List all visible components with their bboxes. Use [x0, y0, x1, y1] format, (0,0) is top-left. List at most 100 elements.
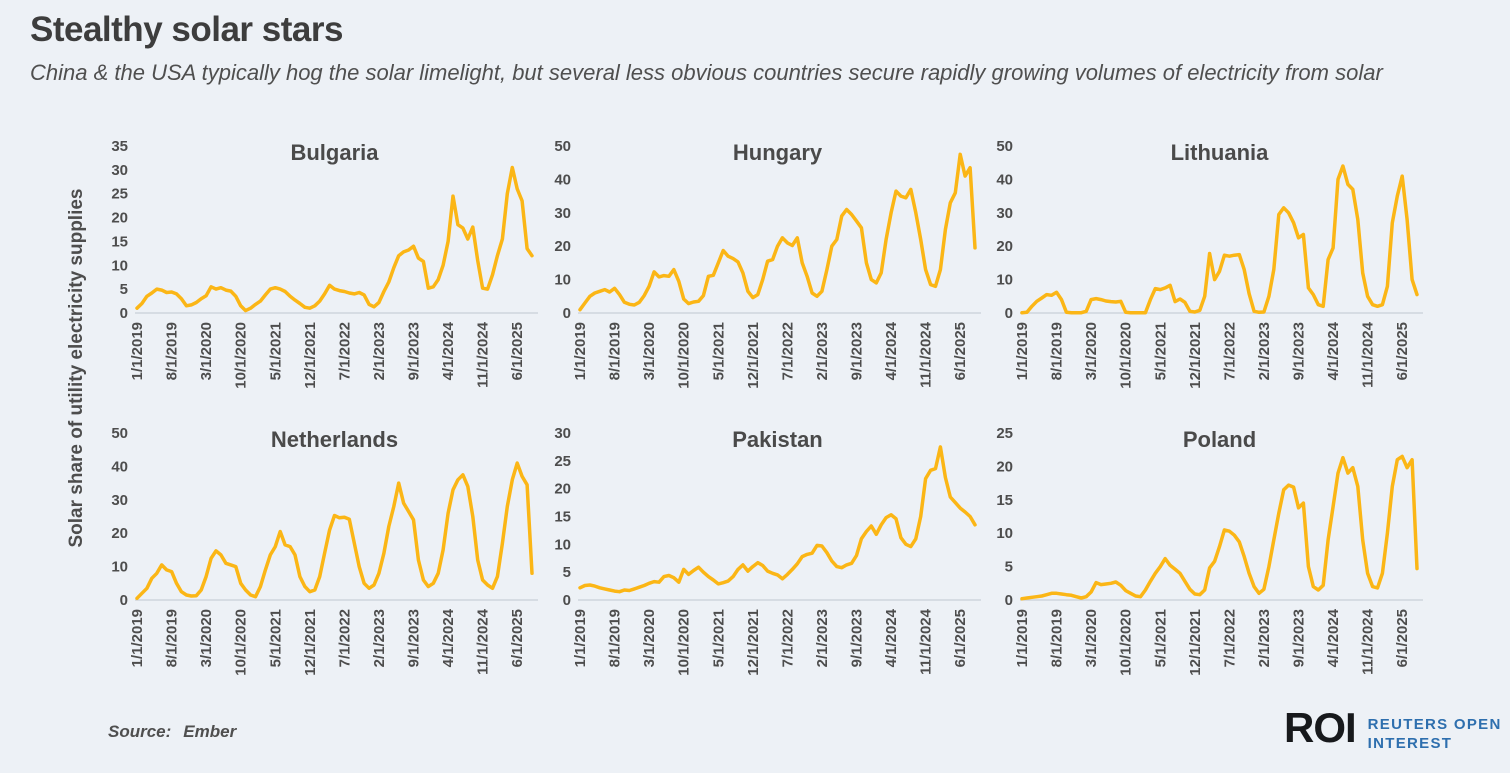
svg-text:50: 50: [996, 138, 1013, 155]
svg-text:10/1/2020: 10/1/2020: [676, 322, 693, 389]
svg-text:3/1/2020: 3/1/2020: [198, 322, 215, 380]
svg-text:10: 10: [111, 559, 128, 576]
chart-hungary: Hungary 0 10 20 30 40 50 1/1/2019 8/1/2019 3/1/2…: [538, 130, 988, 430]
svg-text:50: 50: [111, 425, 128, 442]
svg-text:40: 40: [554, 171, 571, 188]
svg-text:7/1/2022: 7/1/2022: [336, 609, 353, 667]
roi-monogram: ROI: [1284, 704, 1357, 751]
chart-netherlands: Netherlands 0 10 20 30 40 50 1/1/2019 8/1/2019 3…: [95, 417, 545, 717]
svg-text:3/1/2020: 3/1/2020: [641, 609, 658, 667]
svg-text:5/1/2021: 5/1/2021: [267, 322, 284, 380]
svg-text:4/1/2024: 4/1/2024: [440, 608, 457, 667]
pakistan-line-chart: 0 5 10 15 20 25 30 1/1/2019 8/1/2019 3/1/2020 10/1…: [554, 425, 981, 676]
svg-text:4/1/2024: 4/1/2024: [1325, 321, 1342, 380]
chart-title-netherlands: Netherlands: [270, 427, 399, 452]
svg-text:35: 35: [111, 138, 128, 155]
svg-text:10/1/2020: 10/1/2020: [1118, 609, 1135, 676]
svg-text:20: 20: [996, 238, 1013, 255]
svg-text:12/1/2021: 12/1/2021: [302, 322, 319, 389]
svg-text:11/1/2024: 11/1/2024: [1360, 321, 1377, 388]
svg-text:0: 0: [1005, 305, 1013, 322]
svg-text:30: 30: [111, 492, 128, 509]
svg-text:10/1/2020: 10/1/2020: [233, 322, 250, 389]
svg-text:15: 15: [996, 492, 1013, 509]
svg-text:30: 30: [996, 205, 1013, 222]
page-title: Stealthy solar stars: [30, 10, 343, 49]
svg-text:6/1/2025: 6/1/2025: [952, 609, 969, 667]
svg-text:2/1/2023: 2/1/2023: [814, 609, 831, 667]
svg-text:40: 40: [111, 458, 128, 475]
svg-text:20: 20: [554, 481, 571, 498]
svg-text:0: 0: [120, 305, 128, 322]
svg-text:8/1/2019: 8/1/2019: [1049, 322, 1066, 380]
svg-text:3/1/2020: 3/1/2020: [1083, 322, 1100, 380]
svg-text:2/1/2023: 2/1/2023: [371, 609, 388, 667]
svg-text:30: 30: [554, 425, 571, 442]
chart-title-lithuania: Lithuania: [1170, 140, 1269, 165]
chart-bulgaria: Bulgaria 0 5 10 15 20 25 30 35 1/1/2019 8/1/2019 3…: [95, 130, 545, 430]
svg-text:2/1/2023: 2/1/2023: [1256, 322, 1273, 380]
chart-pakistan: Pakistan 0 5 10 15 20 25 30 1/1/2019 8/1/2019 3/1…: [538, 417, 988, 717]
lithuania-line-chart: 0 10 20 30 40 50 1/1/2019 8/1/2019 3/1/2020 10/1/…: [996, 138, 1423, 389]
svg-text:3/1/2020: 3/1/2020: [198, 609, 215, 667]
svg-text:6/1/2025: 6/1/2025: [952, 322, 969, 380]
svg-text:9/1/2023: 9/1/2023: [406, 322, 423, 380]
svg-text:10: 10: [996, 525, 1013, 542]
svg-text:7/1/2022: 7/1/2022: [1221, 609, 1238, 667]
source-value: Ember: [183, 722, 237, 741]
svg-text:10/1/2020: 10/1/2020: [676, 609, 693, 676]
svg-text:6/1/2025: 6/1/2025: [509, 322, 526, 380]
shared-y-axis-label: Solar share of utility electricity suppl…: [66, 188, 87, 548]
svg-text:0: 0: [120, 592, 128, 609]
svg-text:4/1/2024: 4/1/2024: [1325, 608, 1342, 667]
svg-text:0: 0: [563, 305, 571, 322]
svg-text:20: 20: [111, 525, 128, 542]
chart-title-bulgaria: Bulgaria: [290, 140, 379, 165]
poland-line-chart: 0 5 10 15 20 25 1/1/2019 8/1/2019 3/1/2020 10/1/2…: [996, 425, 1423, 676]
svg-text:2/1/2023: 2/1/2023: [371, 322, 388, 380]
svg-text:10: 10: [554, 536, 571, 553]
svg-text:10: 10: [554, 272, 571, 289]
svg-text:25: 25: [996, 425, 1013, 442]
svg-text:1/1/2019: 1/1/2019: [1014, 322, 1031, 380]
chart-title-pakistan: Pakistan: [732, 427, 823, 452]
svg-text:10/1/2020: 10/1/2020: [1118, 322, 1135, 389]
roi-wordmark: REUTERS OPEN INTEREST: [1368, 715, 1502, 753]
svg-text:7/1/2022: 7/1/2022: [779, 609, 796, 667]
svg-text:11/1/2024: 11/1/2024: [475, 608, 492, 675]
svg-text:12/1/2021: 12/1/2021: [302, 609, 319, 676]
roi-wordmark-line1: REUTERS OPEN: [1367, 716, 1502, 733]
svg-text:7/1/2022: 7/1/2022: [1221, 322, 1238, 380]
svg-text:10: 10: [996, 272, 1013, 289]
svg-text:3/1/2020: 3/1/2020: [641, 322, 658, 380]
svg-text:10/1/2020: 10/1/2020: [233, 609, 250, 676]
svg-text:30: 30: [111, 162, 128, 179]
svg-text:25: 25: [111, 186, 128, 203]
svg-text:6/1/2025: 6/1/2025: [1394, 609, 1411, 667]
svg-text:5/1/2021: 5/1/2021: [1152, 609, 1169, 667]
source-note: Source: Ember: [108, 722, 236, 742]
svg-text:50: 50: [554, 138, 571, 155]
roi-wordmark-line2: INTEREST: [1367, 735, 1453, 752]
svg-text:9/1/2023: 9/1/2023: [849, 322, 866, 380]
svg-text:20: 20: [996, 458, 1013, 475]
svg-text:11/1/2024: 11/1/2024: [475, 321, 492, 388]
svg-text:11/1/2024: 11/1/2024: [918, 321, 935, 388]
svg-text:11/1/2024: 11/1/2024: [1360, 608, 1377, 675]
chart-title-poland: Poland: [1182, 427, 1257, 452]
svg-text:10: 10: [111, 257, 128, 274]
svg-text:8/1/2019: 8/1/2019: [607, 322, 624, 380]
svg-text:9/1/2023: 9/1/2023: [849, 609, 866, 667]
svg-text:12/1/2021: 12/1/2021: [1187, 609, 1204, 676]
svg-text:4/1/2024: 4/1/2024: [883, 321, 900, 380]
svg-text:4/1/2024: 4/1/2024: [883, 608, 900, 667]
svg-text:1/1/2019: 1/1/2019: [129, 322, 146, 380]
svg-text:1/1/2019: 1/1/2019: [572, 322, 589, 380]
svg-text:8/1/2019: 8/1/2019: [607, 609, 624, 667]
svg-text:1/1/2019: 1/1/2019: [129, 609, 146, 667]
page-subtitle: China & the USA typically hog the solar …: [30, 60, 1383, 85]
hungary-line-chart: 0 10 20 30 40 50 1/1/2019 8/1/2019 3/1/2020 10/1/…: [554, 138, 981, 389]
svg-text:8/1/2019: 8/1/2019: [164, 322, 181, 380]
svg-text:20: 20: [554, 238, 571, 255]
